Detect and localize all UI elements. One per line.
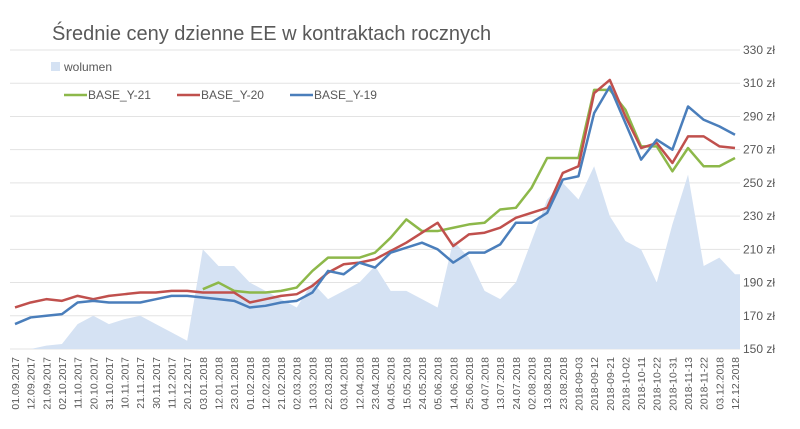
y-tick-label: 270 zł	[743, 143, 775, 157]
x-tick-label: 2018-11-13	[683, 357, 695, 410]
x-tick-label: 10.11.2017	[120, 357, 132, 409]
x-tick-label: 11.12.2017	[167, 357, 179, 409]
y-axis: 150 zł 170 zł 190 zł 210 zł 230 zł 250 zł 270 …	[743, 43, 775, 356]
x-tick-label: 13.07.2018	[495, 357, 507, 410]
x-tick-label: 24.05.2018	[417, 357, 429, 410]
x-tick-label: 03.12.2018	[714, 357, 726, 410]
series-line-base-y-19	[14, 85, 736, 326]
x-tick-label: 02.08.2018	[527, 357, 539, 410]
series-line-base-y-20	[14, 78, 736, 309]
x-tick-label: 12.02.2018	[260, 357, 272, 410]
x-tick-label: 23.01.2018	[229, 357, 241, 410]
volume-area	[10, 166, 740, 349]
volume-area-group	[10, 166, 740, 349]
legend-label-base-y-21: BASE_Y-21	[88, 88, 151, 102]
x-tick-label: 13.03.2018	[307, 357, 319, 410]
x-tick-label: 31.10.2017	[104, 357, 116, 410]
x-tick-label: 11.10.2017	[73, 357, 85, 409]
x-tick-label: 20.10.2017	[88, 357, 100, 410]
x-tick-label: 21.09.2017	[41, 357, 53, 410]
x-tick-label: 13.08.2018	[542, 357, 554, 410]
x-tick-label: 30.11.2017	[151, 357, 163, 409]
x-tick-label: 2018-09-21	[605, 357, 617, 411]
x-tick-label: 2018-10-31	[667, 357, 679, 411]
x-tick-label: 14.06.2018	[448, 357, 460, 410]
x-tick-label: 02.03.2018	[292, 357, 304, 410]
x-tick-label: 05.06.2018	[433, 357, 445, 410]
x-tick-label: 01.02.2018	[245, 357, 257, 410]
x-tick-label: 25.06.2018	[464, 357, 476, 410]
y-tick-label: 310 zł	[743, 76, 775, 90]
x-tick-label: 2018-11-22	[699, 357, 711, 410]
x-tick-label: 2018-09-03	[573, 357, 585, 411]
series-lines	[14, 78, 736, 326]
y-tick-label: 210 zł	[743, 242, 775, 256]
x-tick-label: 04.05.2018	[386, 357, 398, 410]
y-tick-label: 170 zł	[743, 309, 775, 323]
legend-label-volume: wolumen	[63, 60, 112, 74]
x-tick-label: 01.09.2017	[10, 357, 22, 410]
x-tick-label: 04.07.2018	[480, 357, 492, 410]
y-tick-label: 150 zł	[743, 342, 775, 356]
x-axis: 01.09.2017 12.09.2017 21.09.2017 02.10.2017…	[10, 357, 742, 411]
x-tick-label: 03.04.2018	[339, 357, 351, 410]
x-tick-label: 12.04.2018	[354, 357, 366, 410]
x-tick-label: 22.03.2018	[323, 357, 335, 410]
x-tick-label: 12.12.2018	[730, 357, 742, 410]
y-tick-label: 230 zł	[743, 209, 775, 223]
x-tick-label: 02.10.2017	[57, 357, 69, 410]
x-tick-label: 03.01.2018	[198, 357, 210, 410]
y-tick-label: 190 zł	[743, 276, 775, 290]
x-tick-label: 2018-10-22	[652, 357, 664, 411]
x-tick-label: 20.12.2017	[182, 357, 194, 410]
x-tick-label: 21.11.2017	[135, 357, 147, 409]
legend: wolumen BASE_Y-21 BASE_Y-20 BASE_Y-19	[51, 60, 377, 102]
chart-title: Średnie ceny dzienne EE w kontraktach ro…	[52, 21, 491, 45]
x-tick-label: 2018-10-02	[620, 357, 632, 411]
x-tick-label: 2018-10-11	[636, 357, 648, 410]
x-tick-label: 12.01.2018	[213, 357, 225, 410]
x-tick-label: 24.07.2018	[511, 357, 523, 410]
x-tick-label: 15.05.2018	[401, 357, 413, 410]
y-tick-label: 290 zł	[743, 109, 775, 123]
legend-label-base-y-19: BASE_Y-19	[314, 88, 377, 102]
legend-swatch-volume	[51, 62, 60, 71]
y-tick-label: 250 zł	[743, 176, 775, 190]
x-tick-label: 12.09.2017	[26, 357, 38, 410]
x-tick-label: 23.08.2018	[558, 357, 570, 410]
y-tick-label: 330 zł	[743, 43, 775, 57]
x-tick-label: 23.04.2018	[370, 357, 382, 410]
x-tick-label: 2018-09-12	[589, 357, 601, 411]
x-tick-label: 21.02.2018	[276, 357, 288, 410]
legend-label-base-y-20: BASE_Y-20	[201, 88, 264, 102]
